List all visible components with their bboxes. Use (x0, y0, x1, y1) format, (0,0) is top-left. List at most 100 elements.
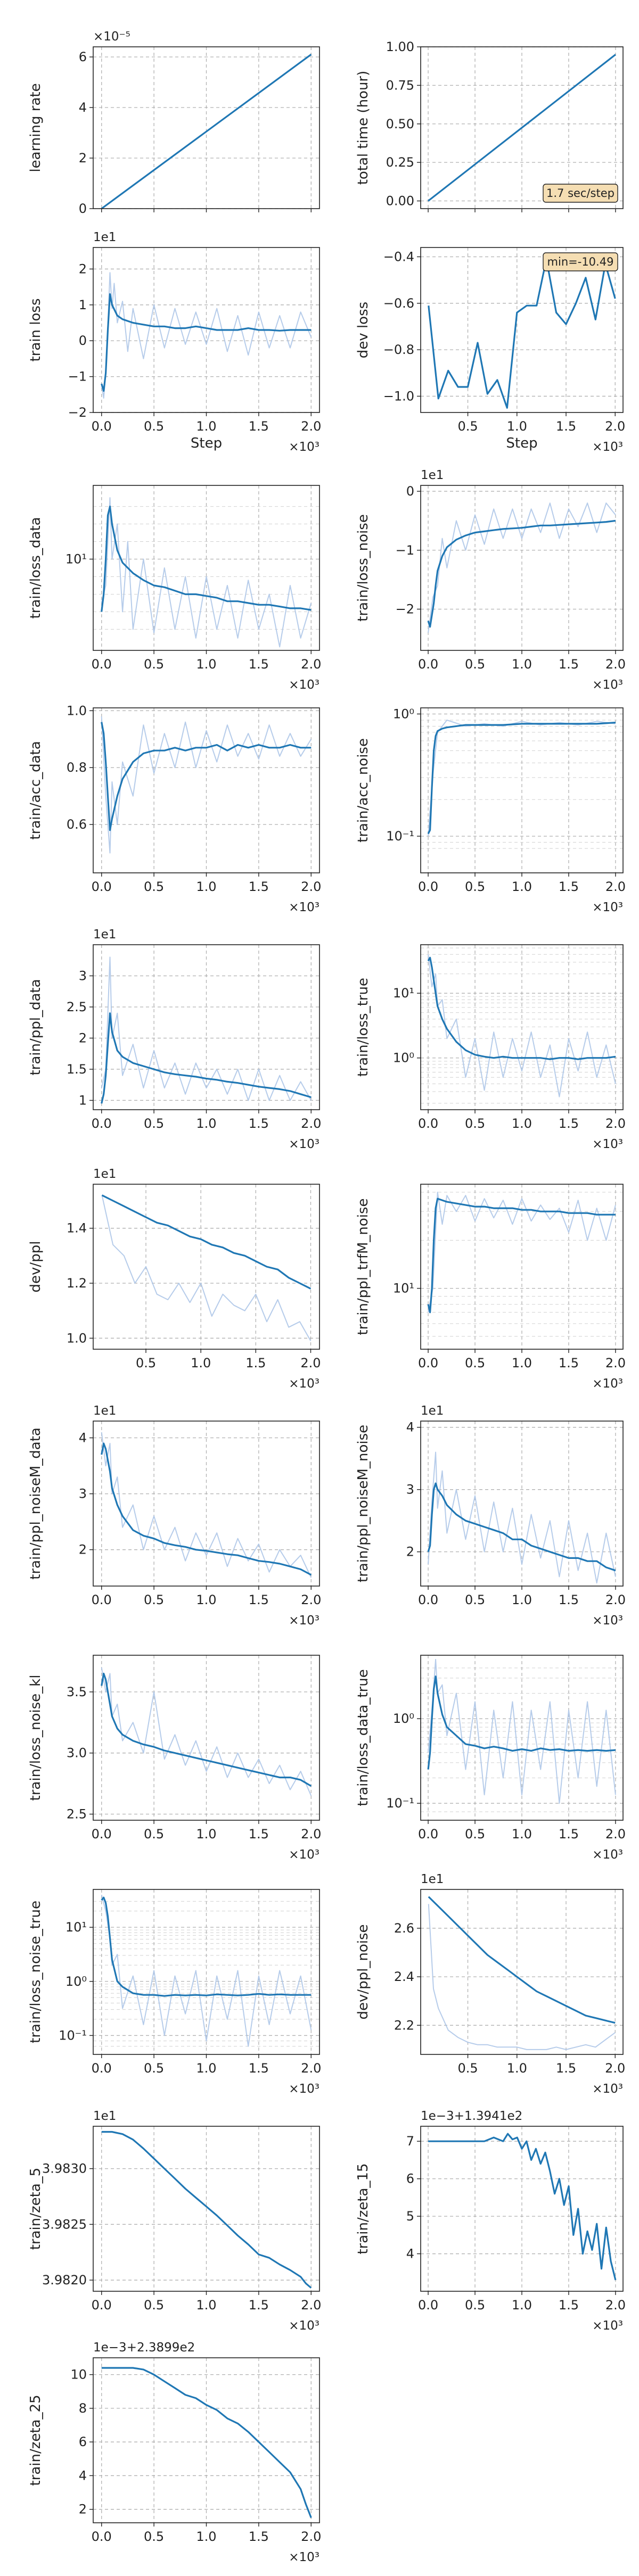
series-group (101, 497, 312, 648)
x-tick-label: 0.0 (418, 1116, 438, 1131)
y-tick-label: 6 (79, 2434, 87, 2449)
panel-ppl_trfM_noise: 10¹ 0.0 0.5 1.0 1.5 2.0 train/ppl_trfM_noise ×1… (355, 1184, 626, 1391)
x-tick-label: 0.0 (418, 657, 438, 672)
annotation-text: 1.7 sec/step (546, 187, 615, 200)
x-tick-label: 0.0 (92, 2529, 112, 2544)
y-axis-label: learning rate (28, 83, 44, 172)
x-tick-label: 2.0 (301, 1592, 321, 1607)
series-group (101, 716, 312, 854)
x-tick-label: 1.0 (196, 1592, 216, 1607)
x-tick-label: 0.5 (136, 1356, 156, 1370)
series-raw-line (101, 956, 312, 1101)
series-group (427, 954, 616, 1097)
axes-frame (93, 1421, 320, 1587)
x-tick-label: 0.0 (92, 2061, 112, 2076)
x-tick-label: 2.0 (301, 1116, 321, 1131)
x-tick-label: 0.0 (92, 879, 112, 894)
y-tick-label: 1 (79, 298, 87, 312)
panel-loss_true: 10⁰ 10¹ 0.0 0.5 1.0 1.5 2.0 train/loss_true ×10³ (355, 944, 626, 1151)
y-axis-label: train/ppl_trfM_noise (355, 1198, 371, 1335)
x-tick-label: 2.0 (605, 1592, 626, 1607)
x-tick-label: 0.5 (465, 1356, 485, 1370)
series-group (101, 1432, 312, 1578)
series-group (427, 1192, 616, 1314)
series-line (101, 2131, 312, 2289)
y-tick-label: 3.9825 (42, 2217, 87, 2232)
panel-ppl_noiseM_noise: 2 3 4 0.0 0.5 1.0 1.5 2.0 train/ppl_noiseM_noise… (355, 1404, 626, 1628)
series-raw-line (101, 1432, 312, 1578)
x-axis-label: Step (191, 435, 222, 451)
x-tick-label: 1.5 (249, 419, 269, 434)
y-tick-label: 2.4 (394, 1969, 414, 1984)
series-line (101, 293, 312, 392)
x-tick-label: 1.0 (196, 419, 216, 434)
x-tick-label: 0.5 (457, 419, 478, 434)
series-line (428, 2133, 617, 2281)
x-tick-label: 0.5 (144, 2298, 164, 2313)
series-group (427, 1451, 616, 1584)
axes-frame (420, 46, 624, 209)
panel-ppl_data: 1 1.5 2 2.5 3 0.0 0.5 1.0 1.5 2.0 train/ppl_data 1e… (28, 928, 321, 1151)
series-line (101, 1012, 312, 1104)
y-axis-label: train/zeta_25 (28, 2395, 44, 2486)
x-tick-label: 1.0 (512, 2298, 532, 2313)
y-tick-label: 10¹ (393, 1281, 414, 1296)
x-tick-label: 1.5 (559, 1116, 579, 1131)
x-tick-label: 2.0 (301, 419, 321, 434)
y-offset-label: 1e1 (93, 928, 116, 942)
panel-zeta_25: 2 4 6 8 10 0.0 0.5 1.0 1.5 2.0 train/zeta_25 1e−3+2… (28, 2341, 321, 2564)
annotation-box (543, 184, 618, 203)
series-raw-line (101, 1195, 312, 1341)
x-tick-label: 0.0 (92, 657, 112, 672)
panel-loss_noise_kl: 2.5 3.0 3.5 0.0 0.5 1.0 1.5 2.0 train/loss_noise… (28, 1655, 321, 1862)
x-tick-label: 1.0 (196, 1827, 216, 1842)
series-group (428, 258, 616, 409)
y-offset-label: 1e−3+1.3941e2 (421, 2109, 522, 2123)
y-tick-label: 10⁻¹ (59, 2028, 87, 2043)
series-group (428, 54, 616, 202)
x-tick-label: 0.5 (144, 419, 164, 434)
y-tick-label: 2 (79, 1030, 87, 1045)
series-raw-line (101, 497, 312, 648)
y-offset-label: 1e1 (93, 1404, 116, 1418)
x-tick-label: 0.5 (144, 1827, 164, 1842)
axes-frame (420, 2126, 624, 2292)
y-tick-label: 1.00 (386, 39, 414, 54)
y-tick-label: 0.75 (386, 78, 414, 93)
panel-loss_noise_true: 10⁻¹ 10⁰ 10¹ 0.0 0.5 1.0 1.5 2.0 train/loss_nois… (28, 1889, 321, 2096)
axes-frame (93, 247, 320, 413)
x-tick-label: 0.5 (144, 2529, 164, 2544)
x-tick-label: 0.5 (457, 2061, 478, 2076)
x-tick-label: 2.0 (301, 657, 321, 672)
x-axis-label: Step (506, 435, 537, 451)
y-offset-label: 1e1 (93, 1167, 116, 1181)
y-tick-label: 10⁰ (65, 1974, 87, 1989)
series-line (427, 1675, 616, 1770)
y-tick-label: 3.9820 (42, 2273, 87, 2288)
x-tick-label: 0.5 (465, 879, 485, 894)
y-axis-label: train/acc_data (28, 741, 44, 839)
y-axis-label: train/ppl_data (28, 979, 44, 1075)
y-tick-label: 0.50 (386, 117, 414, 131)
panel-ppl_noiseM_data: 2 3 4 0.0 0.5 1.0 1.5 2.0 train/ppl_noiseM_data 1… (28, 1404, 321, 1628)
y-tick-label: 0.8 (67, 760, 87, 775)
x-offset-label: ×10³ (592, 440, 623, 454)
x-tick-label: 0.0 (418, 879, 438, 894)
x-tick-label: 1.0 (196, 2529, 216, 2544)
x-tick-label: 1.0 (196, 2298, 216, 2313)
series-line (101, 1672, 312, 1787)
x-tick-label: 2.0 (605, 2061, 625, 2076)
series-group (101, 956, 312, 1104)
y-axis-label: train/loss_noise_true (28, 1901, 44, 2043)
y-tick-label: 10¹ (65, 1920, 87, 1935)
y-axis-label: train loss (28, 298, 44, 361)
x-offset-label: ×10³ (592, 901, 623, 914)
series-group (427, 502, 616, 633)
x-offset-label: ×10³ (592, 2082, 623, 2096)
x-offset-label: ×10³ (592, 678, 623, 692)
x-offset-label: ×10³ (592, 1377, 623, 1391)
y-tick-label: 2.2 (394, 2018, 414, 2033)
y-tick-label: 0 (79, 333, 87, 348)
y-tick-label: 10⁻¹ (386, 1796, 414, 1811)
